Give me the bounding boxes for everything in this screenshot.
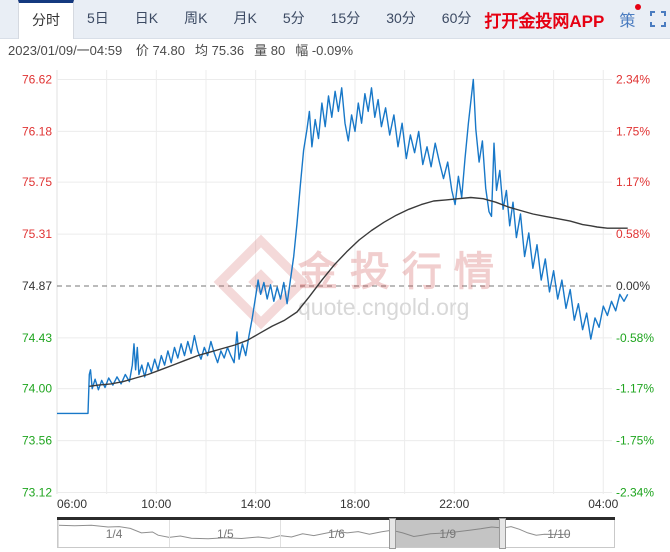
tab-5日[interactable]: 5日 — [87, 10, 109, 26]
navigator-left-handle[interactable] — [388, 518, 396, 549]
y-axis-percent-label: -0.58% — [616, 331, 654, 345]
tab-月K[interactable]: 月K — [233, 10, 257, 26]
tabbar-actions: 打开金投网APP 策 — [484, 0, 670, 38]
date-navigator: 1/4 1/5 1/6 1/9 1/10 — [57, 517, 615, 549]
y-axis-price-label: 74.00 — [22, 382, 52, 396]
average-line — [89, 196, 628, 387]
quote-datetime: 2023/01/09/一04:59 — [8, 43, 123, 58]
y-axis-price-label: 75.75 — [22, 175, 52, 189]
quote-stat: 价 74.80 — [135, 43, 185, 58]
y-axis-percent-label: 0.58% — [616, 227, 650, 241]
period-tabbar: 分时 5日 日K 周K 月K 5分 15分 30分 60分 打开金投网APP 策 — [0, 0, 670, 39]
navigator-date-1-10[interactable]: 1/10 — [502, 520, 614, 547]
strategy-button[interactable]: 策 — [619, 4, 642, 31]
open-app-link[interactable]: 打开金投网APP — [484, 11, 605, 31]
x-axis-time-label: 18:00 — [340, 497, 370, 511]
navigator-date-1-4[interactable]: 1/4 — [58, 520, 169, 547]
price-line — [57, 78, 629, 415]
tab-15分[interactable]: 15分 — [330, 10, 361, 26]
watermark-diamond-core — [248, 269, 274, 295]
navigator-track[interactable]: 1/4 1/5 1/6 1/9 1/10 — [57, 518, 615, 549]
tab-60分[interactable]: 60分 — [441, 10, 472, 26]
navigator-right-handle[interactable] — [498, 518, 506, 549]
navigator-date-1-5[interactable]: 1/5 — [169, 520, 280, 547]
navigator-date-1-6[interactable]: 1/6 — [280, 520, 391, 547]
y-axis-price-label: 73.12 — [22, 486, 52, 500]
watermark-title: 金投行情 — [297, 249, 506, 294]
strategy-label: 策 — [619, 13, 636, 30]
tab-分时[interactable]: 分时 — [18, 0, 74, 39]
quote-stat: 量 80 — [254, 43, 286, 58]
x-axis-time-label: 22:00 — [439, 497, 469, 511]
navigator-date-1-9[interactable]: 1/9 — [391, 520, 503, 547]
y-axis-percent-label: 1.17% — [616, 175, 650, 189]
y-axis-price-label: 74.43 — [22, 331, 52, 345]
y-axis-percent-label: 0.00% — [616, 279, 650, 293]
navigator-top-bar — [57, 517, 615, 520]
watermark-url: quote.cngold.org — [298, 294, 469, 320]
tab-日K[interactable]: 日K — [134, 10, 159, 26]
y-axis-price-label: 76.18 — [22, 124, 52, 138]
y-axis-percent-label: -2.34% — [616, 486, 654, 500]
watermark-diamond-icon — [213, 234, 309, 330]
tab-30分[interactable]: 30分 — [386, 10, 416, 26]
x-axis-time-label: 14:00 — [241, 497, 271, 511]
fullscreen-icon — [650, 11, 667, 27]
x-axis-time-label: 04:00 — [588, 497, 618, 511]
x-axis-time-label: 06:00 — [57, 497, 87, 511]
tab-周K[interactable]: 周K — [184, 10, 208, 26]
y-axis-percent-label: 2.34% — [616, 73, 650, 87]
y-axis-price-label: 76.62 — [22, 73, 52, 87]
y-axis-percent-label: -1.17% — [616, 382, 654, 396]
quote-stat: 均 75.36 — [195, 43, 245, 58]
y-axis-price-label: 74.87 — [22, 279, 52, 293]
y-axis-percent-label: 1.75% — [616, 124, 650, 138]
quote-info-bar: 2023/01/09/一04:59 价 74.80 均 75.36 量 80 幅 -0… — [8, 40, 363, 59]
tab-5分[interactable]: 5分 — [282, 10, 305, 26]
navigator-selected-window[interactable] — [391, 520, 503, 547]
y-axis-percent-label: -1.75% — [616, 434, 654, 448]
fullscreen-button[interactable] — [650, 11, 667, 27]
y-axis-price-label: 73.56 — [22, 434, 52, 448]
quote-stat: 幅 -0.09% — [295, 43, 354, 58]
y-axis-price-label: 75.31 — [22, 227, 52, 241]
x-axis-time-label: 10:00 — [141, 497, 171, 511]
notification-dot — [635, 4, 642, 10]
